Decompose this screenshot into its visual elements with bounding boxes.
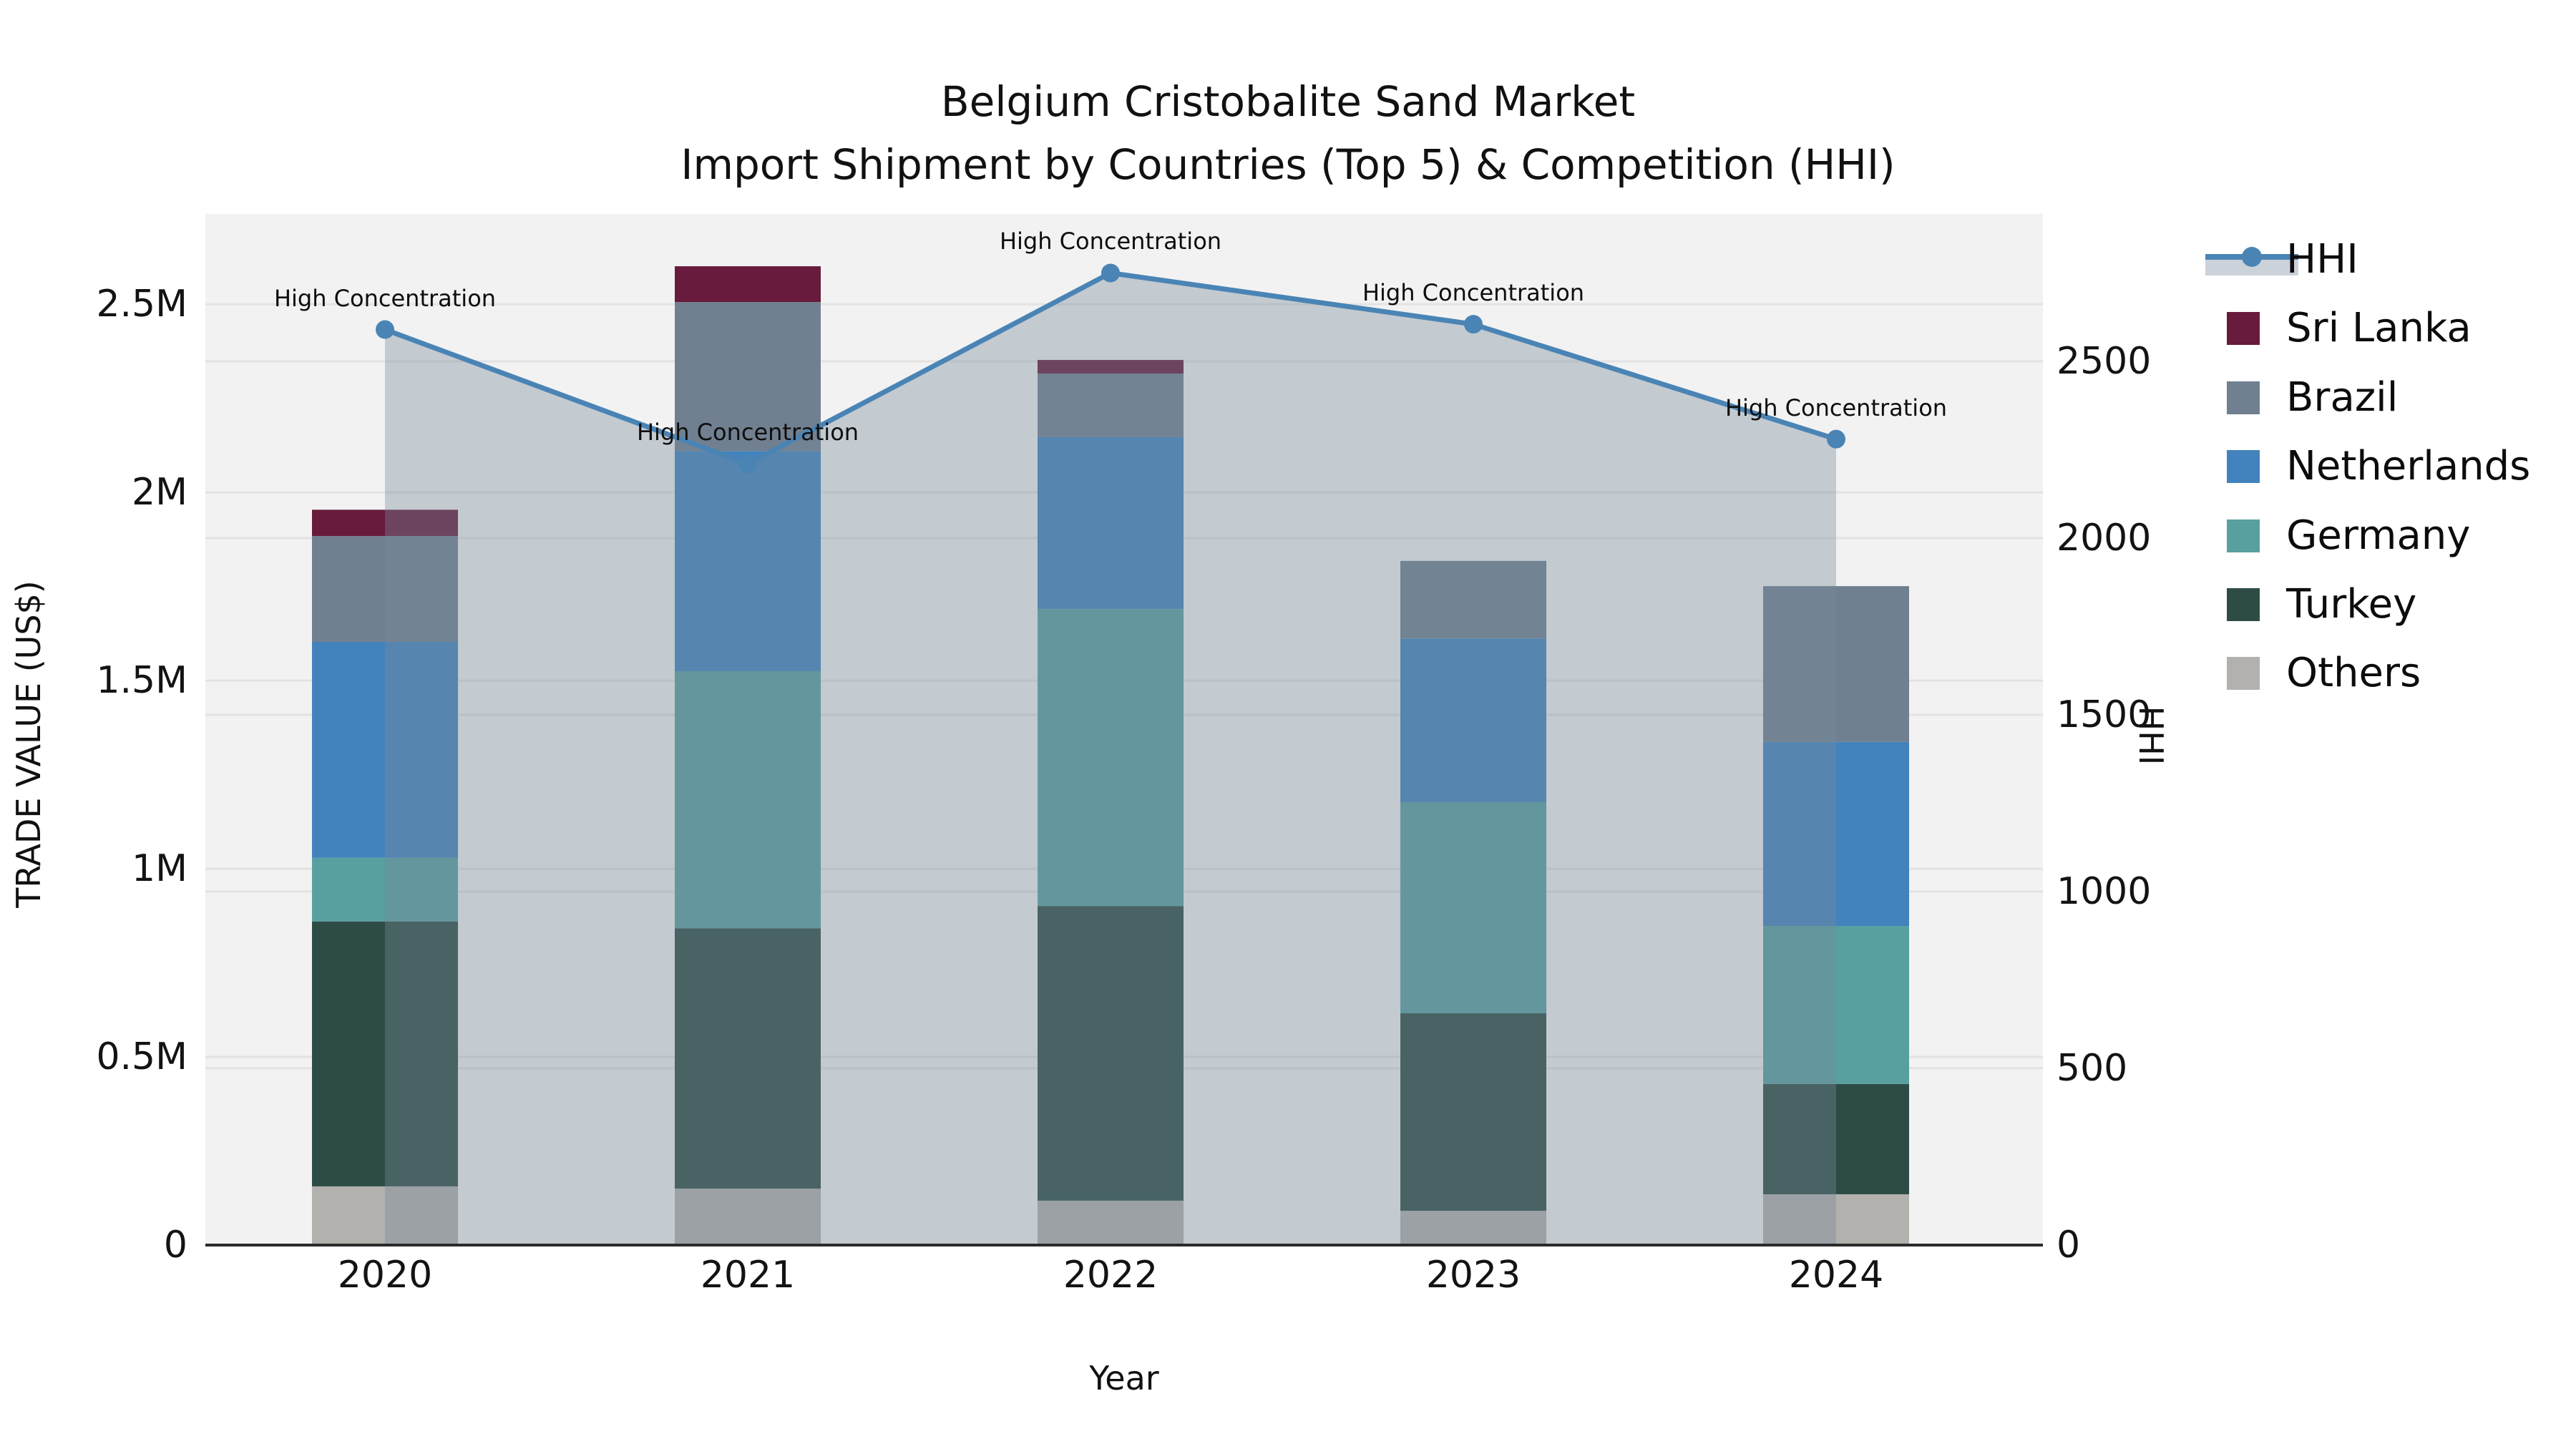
legend-hhi-marker-sample (2242, 247, 2262, 267)
y-right-tick-500: 500 (2057, 1046, 2128, 1090)
bar-segment-brazil-2023 (1400, 560, 1546, 639)
bar-segment-sri-lanka-2021 (675, 266, 821, 303)
x-tick-2023: 2023 (1425, 1254, 1521, 1297)
legend-label-brazil: Brazil (2286, 374, 2399, 421)
x-tick-2024: 2024 (1788, 1254, 1884, 1297)
bar-segment-others-2021 (675, 1189, 821, 1245)
bar-segment-netherlands-2020 (312, 641, 458, 858)
legend-label-sri-lanka: Sri Lanka (2286, 305, 2472, 352)
legend-label-hhi: HHI (2286, 236, 2358, 283)
bar-segment-turkey-2020 (312, 921, 458, 1186)
legend-swatch-turkey (2227, 588, 2260, 621)
legend-label-netherlands: Netherlands (2286, 443, 2531, 490)
bar-segment-others-2020 (312, 1186, 458, 1245)
hhi-area-fill (385, 273, 1836, 1246)
legend-swatch-netherlands (2227, 450, 2260, 484)
hhi-marker-2021 (738, 454, 757, 474)
hhi-marker-2022 (1101, 263, 1120, 283)
legend-swatch-others (2227, 657, 2260, 691)
annotation-high-concentration-2023: High Concentration (1362, 279, 1585, 307)
bar-segment-brazil-2021 (675, 302, 821, 452)
annotation-high-concentration-2020: High Concentration (273, 284, 497, 312)
chart-title-line-2: Import Shipment by Countries (Top 5) & C… (680, 140, 1896, 189)
bar-segment-netherlands-2022 (1038, 436, 1184, 610)
y-left-tick-1.5M: 1.5M (96, 659, 187, 703)
hhi-marker-2024 (1827, 429, 1845, 449)
annotation-high-concentration-2024: High Concentration (1724, 394, 1948, 421)
legend-swatch-germany (2227, 519, 2260, 552)
bar-segment-germany-2020 (312, 857, 458, 922)
y-right-tick-1000: 1000 (2057, 869, 2152, 913)
bar-segment-others-2023 (1400, 1211, 1546, 1245)
legend-swatch-sri-lanka (2227, 312, 2260, 346)
legend-label-others: Others (2286, 650, 2421, 697)
bar-segment-netherlands-2024 (1763, 741, 1909, 927)
bar-segment-sri-lanka-2020 (312, 509, 458, 537)
y-left-tick-2M: 2M (132, 471, 187, 514)
legend-label-turkey: Turkey (2286, 581, 2417, 628)
bar-segment-germany-2023 (1400, 802, 1546, 1014)
x-tick-2020: 2020 (337, 1254, 433, 1297)
x-axis-label: Year (1089, 1359, 1159, 1397)
annotation-high-concentration-2022: High Concentration (999, 228, 1222, 255)
x-tick-2021: 2021 (700, 1254, 796, 1297)
bar-segment-brazil-2024 (1763, 586, 1909, 742)
bar-segment-brazil-2022 (1038, 373, 1184, 437)
hhi-marker-2023 (1464, 315, 1483, 334)
bar-segment-netherlands-2023 (1400, 638, 1546, 803)
x-tick-2022: 2022 (1063, 1254, 1158, 1297)
bar-segment-turkey-2023 (1400, 1013, 1546, 1211)
y-left-tick-0: 0 (163, 1224, 187, 1267)
bar-segment-netherlands-2021 (675, 451, 821, 671)
legend-swatch-brazil (2227, 381, 2260, 414)
legend-label-germany: Germany (2286, 512, 2471, 559)
bar-segment-turkey-2024 (1763, 1083, 1909, 1195)
bar-segment-turkey-2022 (1038, 906, 1184, 1201)
bar-segment-germany-2024 (1763, 926, 1909, 1084)
y-left-tick-1M: 1M (132, 847, 187, 891)
y-left-tick-0.5M: 0.5M (96, 1035, 187, 1079)
y-right-tick-1500: 1500 (2057, 693, 2152, 736)
bar-segment-others-2022 (1038, 1200, 1184, 1245)
bar-segment-germany-2022 (1038, 609, 1184, 907)
y-right-tick-0: 0 (2057, 1224, 2081, 1267)
y-right-tick-2000: 2000 (2057, 516, 2152, 560)
chart-title-line-1: Belgium Cristobalite Sand Market (940, 77, 1636, 126)
bar-segment-germany-2021 (675, 670, 821, 929)
bar-segment-sri-lanka-2022 (1038, 360, 1184, 374)
annotation-high-concentration-2021: High Concentration (636, 419, 859, 447)
y-right-tick-2500: 2500 (2057, 339, 2152, 383)
bar-segment-brazil-2020 (312, 536, 458, 642)
y-left-tick-2.5M: 2.5M (96, 283, 187, 326)
bar-segment-others-2024 (1763, 1194, 1909, 1245)
bar-segment-turkey-2021 (675, 928, 821, 1189)
hhi-marker-2020 (376, 320, 394, 339)
